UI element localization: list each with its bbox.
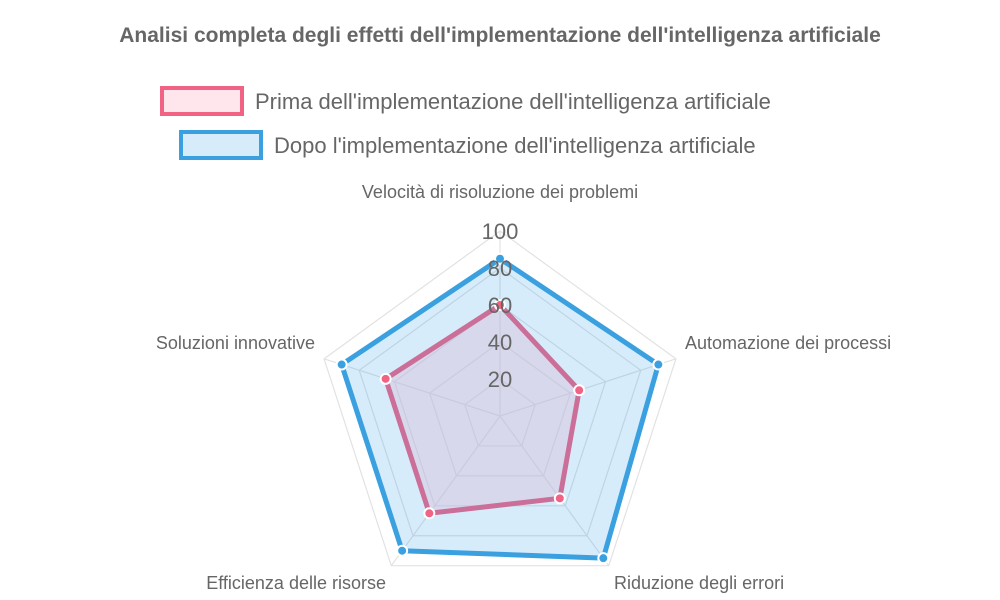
grid-ring-80 (358, 267, 642, 537)
tick-label-40: 40 (488, 330, 512, 355)
axis-labels: Velocità di risoluzione dei problemi Aut… (156, 182, 891, 593)
legend-swatch-after[interactable] (179, 130, 263, 160)
grid-ring-20 (464, 378, 536, 447)
axis-label-automation: Automazione dei processi (685, 333, 891, 353)
legend-swatch-before[interactable] (160, 86, 244, 116)
legend-label-after[interactable]: Dopo l'implementazione dell'intelligenza… (274, 133, 756, 158)
axis-label-innovation: Soluzioni innovative (156, 333, 315, 353)
grid-spoke-1 (499, 358, 677, 417)
radar-grid (323, 230, 677, 567)
data-point-s0-1[interactable] (573, 384, 586, 397)
data-point-s0-3[interactable] (423, 507, 436, 520)
legend: Prima dell'implementazione dell'intellig… (160, 86, 771, 160)
axis-label-resources: Efficienza delle risorse (206, 573, 386, 593)
grid-ring-40 (428, 341, 572, 477)
legend-label-before[interactable]: Prima dell'implementazione dell'intellig… (255, 89, 771, 114)
data-point-s1-1[interactable] (652, 358, 665, 371)
data-point-s1-0[interactable] (494, 252, 506, 265)
data-point-s0-4[interactable] (379, 372, 392, 385)
series-area-1 (339, 256, 661, 561)
grid-ring-100 (323, 230, 677, 567)
axis-label-speed: Velocità di risoluzione dei problemi (362, 182, 638, 202)
series-area-0 (383, 302, 582, 516)
tick-label-100: 100 (482, 219, 519, 244)
data-point-s0-0[interactable] (494, 299, 506, 311)
tick-label-80: 80 (488, 256, 512, 281)
data-point-s1-2[interactable] (597, 552, 610, 565)
data-point-s0-2[interactable] (553, 492, 566, 505)
grid-spoke-2 (499, 415, 610, 567)
data-point-s1-3[interactable] (396, 544, 409, 557)
tick-label-60: 60 (488, 293, 512, 318)
chart-title: Analisi completa degli effetti dell'impl… (119, 24, 881, 47)
grid-spoke-3 (390, 415, 501, 567)
axis-label-errors: Riduzione degli errori (614, 573, 784, 593)
grid-spoke-4 (323, 358, 501, 417)
series-layer (335, 252, 665, 565)
data-point-s1-4[interactable] (335, 358, 348, 371)
tick-label-20: 20 (488, 367, 512, 392)
radial-ticks: 20 40 60 80 100 (482, 219, 519, 392)
